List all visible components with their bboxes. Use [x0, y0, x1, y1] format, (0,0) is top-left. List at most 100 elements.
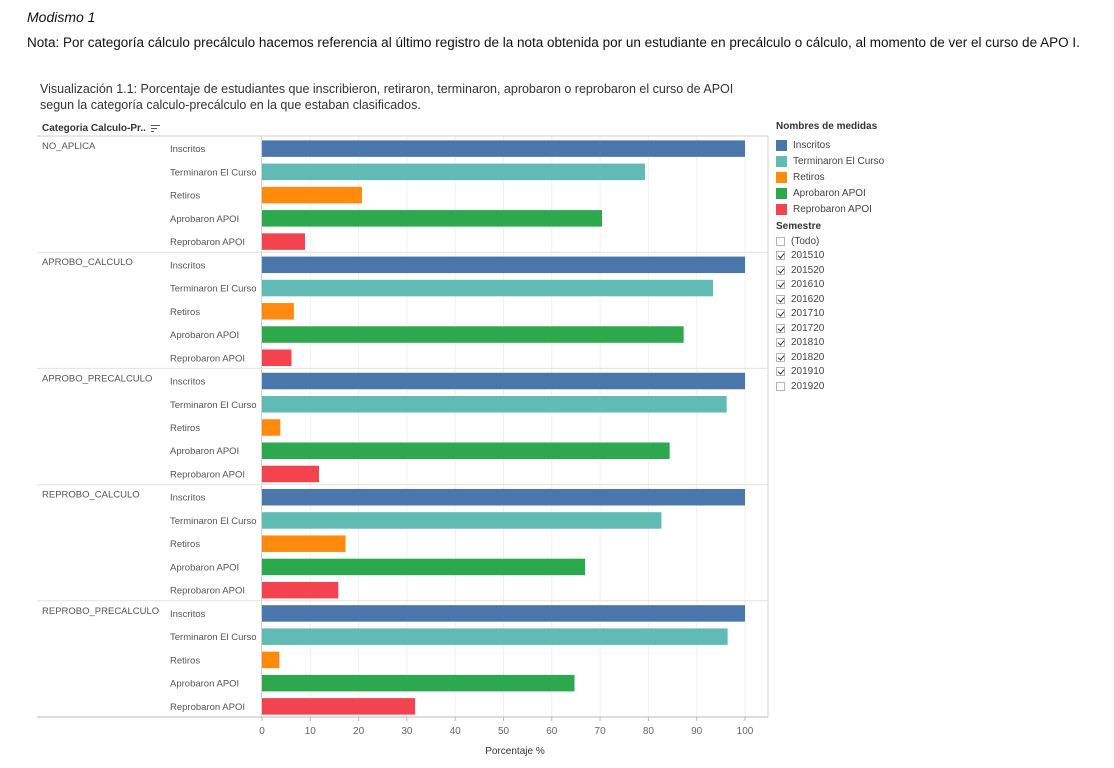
measure-label: Reprobaron APOI — [170, 469, 245, 480]
filter-item-201920[interactable]: 201920 — [776, 379, 824, 394]
checkbox[interactable] — [776, 309, 785, 319]
legend-item-terminaron[interactable]: Terminaron El Curso — [776, 153, 884, 169]
legend-item-inscritos[interactable]: Inscritos — [776, 137, 884, 153]
page-title: Modismo 1 — [27, 9, 96, 25]
measure-label: Inscritos — [170, 493, 206, 504]
bar — [262, 698, 416, 715]
measure-label: Terminaron El Curso — [170, 400, 257, 411]
page-note: Nota: Por categoría cálculo precálculo h… — [27, 35, 1080, 50]
bar — [262, 512, 662, 529]
legend-item-reprobaron[interactable]: Reprobaron APOI — [776, 201, 884, 217]
filter-item-201610[interactable]: 201610 — [776, 278, 824, 293]
visualization-title-line-2: segun la categoría calculo-precálculo en… — [40, 98, 421, 112]
row-header-label: Categoria Calculo-Pr.. — [42, 123, 146, 134]
measure-label: Terminaron El Curso — [170, 284, 257, 295]
bar — [262, 419, 281, 436]
bar — [262, 465, 319, 483]
x-tick-label: 20 — [353, 726, 365, 737]
measure-label: Reprobaron APOI — [170, 353, 245, 364]
x-tick-label: 0 — [259, 726, 265, 737]
legend-label: Inscritos — [793, 139, 831, 151]
filter-item-201510[interactable]: 201510 — [776, 249, 824, 264]
checkbox[interactable] — [776, 323, 785, 333]
measure-label: Aprobaron APOI — [170, 446, 239, 457]
sort-icon[interactable] — [150, 124, 160, 133]
legend: Nombres de medidas Inscritos Terminaron … — [776, 121, 884, 217]
legend-swatch — [776, 171, 787, 183]
checkbox[interactable] — [776, 294, 785, 304]
visualization-title-line-1: Visualización 1.1: Porcentaje de estudia… — [40, 82, 734, 96]
bar — [262, 396, 727, 413]
filter-item-201710[interactable]: 201710 — [776, 307, 824, 322]
measure-label: Reprobaron APOI — [170, 586, 245, 597]
bar — [262, 233, 305, 250]
filter-item-201910[interactable]: 201910 — [776, 365, 824, 380]
filter-label: 201520 — [791, 264, 825, 276]
bar — [262, 349, 292, 367]
filter-item-201820[interactable]: 201820 — [776, 350, 824, 365]
legend-item-aprobaron[interactable]: Aprobaron APOI — [776, 185, 884, 201]
measure-label: Aprobaron APOI — [170, 214, 239, 225]
measure-label: Inscritos — [170, 144, 206, 155]
checkbox[interactable] — [776, 280, 785, 290]
legend-label: Terminaron El Curso — [793, 155, 885, 167]
measure-label: Retiros — [170, 423, 200, 434]
legend-item-retiros[interactable]: Retiros — [776, 169, 884, 185]
checkbox[interactable] — [776, 352, 785, 362]
checkbox[interactable] — [776, 338, 785, 348]
bar — [262, 442, 670, 459]
category-label: REPROBO_CALCULO — [42, 490, 140, 501]
filter-item-201520[interactable]: 201520 — [776, 263, 824, 278]
legend-label: Retiros — [793, 171, 825, 183]
x-tick-label: 30 — [401, 726, 413, 737]
measure-label: Retiros — [170, 655, 200, 666]
bar — [262, 488, 745, 506]
checkbox[interactable] — [776, 236, 785, 246]
x-tick-label: 10 — [305, 726, 317, 737]
legend-swatch — [776, 139, 787, 151]
filter-item-201620[interactable]: 201620 — [776, 292, 824, 307]
bar — [262, 372, 745, 390]
filter-item-todo[interactable]: (Todo) — [776, 234, 824, 249]
filter-label: 201720 — [791, 322, 825, 334]
legend-swatch — [776, 187, 787, 199]
bar — [262, 628, 728, 645]
measure-label: Aprobaron APOI — [170, 330, 239, 341]
checkbox[interactable] — [776, 367, 785, 377]
x-tick-label: 90 — [691, 726, 703, 737]
filter-label: (Todo) — [791, 235, 820, 247]
measure-label: Aprobaron APOI — [170, 679, 239, 690]
bar — [262, 674, 575, 692]
measure-label: Terminaron El Curso — [170, 632, 257, 643]
measure-label: Retiros — [170, 307, 200, 318]
x-tick-label: 100 — [737, 726, 754, 737]
filter-item-201810[interactable]: 201810 — [776, 336, 824, 351]
filter-title: Semestre — [776, 221, 822, 232]
row-header[interactable]: Categoria Calculo-Pr.. — [42, 123, 160, 134]
filter-label: 201710 — [791, 308, 825, 320]
filter-label: 201820 — [791, 351, 825, 363]
filter-item-201720[interactable]: 201720 — [776, 321, 824, 336]
bar — [262, 581, 339, 599]
measure-label: Reprobaron APOI — [170, 702, 245, 713]
category-label: APROBO_PRECALCULO — [42, 373, 152, 384]
category-label: NO_APLICA — [42, 141, 96, 152]
category-label: REPROBO_PRECALCULO — [42, 606, 159, 617]
x-tick-label: 50 — [498, 726, 510, 737]
checkbox[interactable] — [776, 251, 785, 261]
filter-label: 201610 — [791, 279, 825, 291]
legend-swatch — [776, 155, 787, 167]
measure-label: Retiros — [170, 191, 200, 202]
measure-label: Inscritos — [170, 609, 206, 620]
x-tick-label: 60 — [546, 726, 558, 737]
bar — [262, 279, 714, 297]
checkbox[interactable] — [776, 381, 785, 391]
filter-label: 201910 — [791, 366, 825, 378]
bar — [262, 558, 586, 576]
bar — [262, 186, 362, 204]
bar — [262, 326, 684, 343]
visualization-title: Visualización 1.1: Porcentaje de estudia… — [40, 81, 800, 113]
measure-label: Reprobaron APOI — [170, 237, 245, 248]
checkbox[interactable] — [776, 265, 785, 275]
bar — [262, 303, 294, 320]
